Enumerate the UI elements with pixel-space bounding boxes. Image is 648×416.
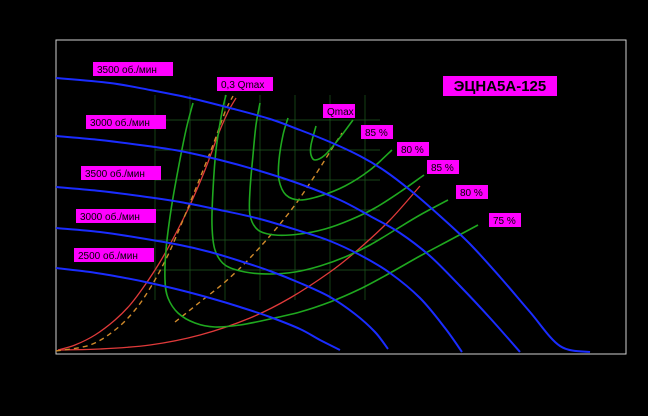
chart-title-background: [443, 76, 557, 96]
efficiency-curve-2: [248, 102, 425, 237]
label-text: 2500 об./мин: [78, 250, 138, 262]
curve-labels: 3500 об./мин 3000 об./мин 3500 об./мин 3000…: [74, 62, 521, 262]
label-background: [93, 62, 173, 76]
optimum-lines: [55, 95, 343, 352]
optimum-line-0: [55, 95, 234, 352]
label-text: 85 %: [431, 163, 454, 174]
label-text: 3000 об./мин: [90, 117, 150, 129]
label-background: [427, 160, 459, 174]
speed-curve-3: [55, 227, 389, 350]
label-speed-2: 3500 об./мин: [81, 166, 161, 180]
boundary-curve-1: [57, 185, 421, 351]
label-background: [489, 213, 521, 227]
label-boundary-6: Qmax: [323, 104, 355, 118]
label-efficiency-7: 85 %: [361, 125, 393, 139]
label-speed-0: 3500 об./мин: [93, 62, 173, 76]
label-text: Qmax: [327, 107, 354, 118]
label-text: 75 %: [493, 216, 516, 227]
label-background: [217, 77, 273, 91]
label-text: 3000 об./мин: [80, 211, 140, 223]
speed-curve-1: [55, 135, 521, 353]
efficiency-curve-3: [211, 94, 449, 275]
label-background: [86, 115, 166, 129]
label-background: [76, 209, 156, 223]
plot-frame: [55, 39, 627, 355]
label-efficiency-8: 80 %: [397, 142, 429, 156]
label-background: [81, 166, 161, 180]
chart-title: ЭЦНА5А-125: [454, 78, 547, 95]
label-text: 3500 об./мин: [85, 168, 145, 180]
label-speed-3: 3000 об./мин: [76, 209, 156, 223]
label-background: [361, 125, 393, 139]
speed-curve-0: [55, 77, 591, 353]
label-text: 0,3 Qmax: [221, 80, 264, 91]
label-background: [74, 248, 154, 262]
speed-curves: [55, 77, 591, 353]
label-efficiency-10: 80 %: [456, 185, 488, 199]
label-efficiency-9: 85 %: [427, 160, 459, 174]
label-text: 3500 об./мин: [97, 64, 157, 76]
label-boundary-5: 0,3 Qmax: [217, 77, 273, 91]
speed-curve-4: [55, 267, 341, 351]
speed-curve-2: [55, 186, 463, 353]
label-background: [323, 104, 355, 118]
label-text: 80 %: [401, 145, 424, 156]
label-speed-1: 3000 об./мин: [86, 115, 166, 129]
efficiency-curve-1: [277, 117, 393, 201]
label-speed-4: 2500 об./мин: [74, 248, 154, 262]
label-text: 85 %: [365, 128, 388, 139]
label-background: [397, 142, 429, 156]
label-background: [456, 185, 488, 199]
optimum-line-1: [174, 132, 343, 323]
label-text: 80 %: [460, 188, 483, 199]
efficiency-curve-0: [309, 119, 354, 161]
grid: [154, 95, 380, 300]
chart-title-box: ЭЦНА5А-125: [443, 76, 557, 96]
label-efficiency-11: 75 %: [489, 213, 521, 227]
